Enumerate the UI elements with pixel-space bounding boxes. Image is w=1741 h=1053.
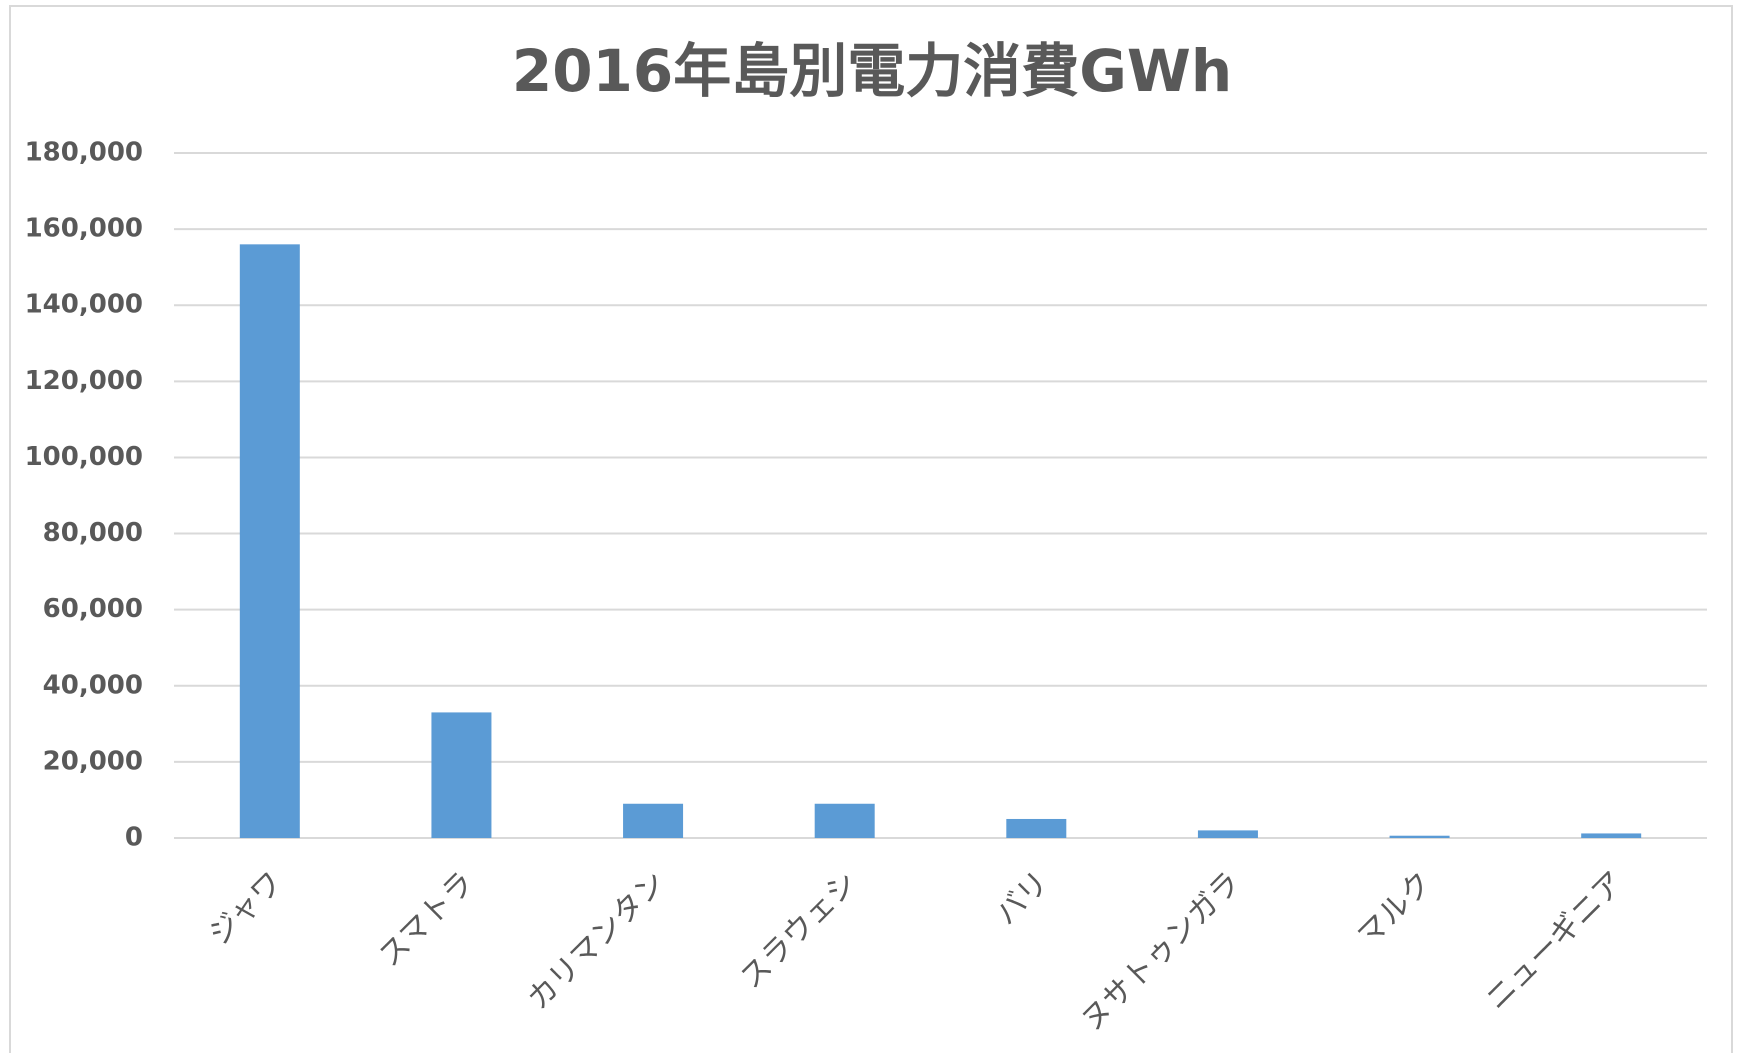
bar	[1389, 835, 1450, 838]
y-tick-label: 80,000	[43, 518, 143, 548]
bar	[814, 803, 875, 838]
bar	[1581, 833, 1642, 838]
y-tick-label: 0	[125, 823, 143, 853]
y-tick-label: 160,000	[25, 214, 143, 244]
y-tick-label: 40,000	[43, 670, 143, 700]
bar	[1006, 818, 1067, 838]
bar	[623, 803, 684, 838]
y-tick-label: 60,000	[43, 594, 143, 624]
y-tick-label: 180,000	[25, 138, 143, 168]
bar	[431, 712, 492, 838]
y-tick-label: 120,000	[25, 366, 143, 396]
y-tick-label: 100,000	[25, 442, 143, 472]
y-tick-label: 20,000	[43, 746, 143, 776]
y-tick-label: 140,000	[25, 290, 143, 320]
chart-title: 2016年島別電力消費GWh	[512, 37, 1232, 105]
bar	[1197, 830, 1258, 838]
bar	[239, 244, 300, 839]
